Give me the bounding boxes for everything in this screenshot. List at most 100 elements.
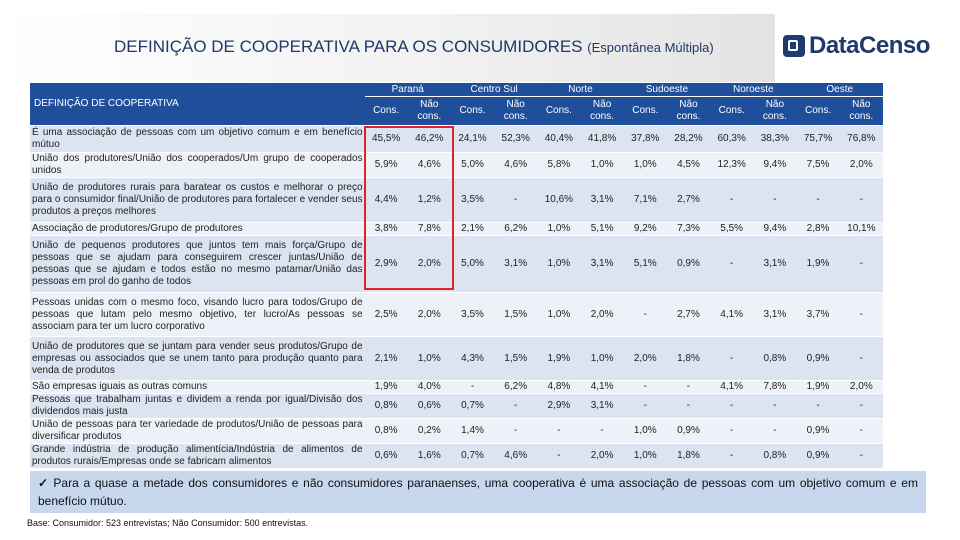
row-value: 75,7% <box>796 125 840 153</box>
row-value: 5,8% <box>537 152 581 178</box>
row-value: 4,8% <box>537 380 581 394</box>
row-value: - <box>839 292 883 337</box>
table-header-groups: Cons. Não cons. Cons. Não cons. Cons. Nã… <box>30 96 883 126</box>
row-value: 0,6% <box>407 393 451 419</box>
row-value: 76,8% <box>839 125 883 153</box>
cons-header: Cons. <box>537 96 581 126</box>
row-value: 1,0% <box>580 152 624 178</box>
row-label: União de produtores que se juntam para v… <box>30 336 365 381</box>
logo-text: DataCenso <box>809 32 930 59</box>
row-value: 38,3% <box>753 125 797 153</box>
region-header: Norte <box>537 83 624 97</box>
datacenso-logo-icon <box>783 35 805 57</box>
row-value: 4,1% <box>710 292 754 337</box>
row-value: 4,1% <box>580 380 624 394</box>
row-value: 0,9% <box>666 235 711 293</box>
row-value: - <box>666 380 711 394</box>
row-value: 2,0% <box>623 336 667 381</box>
row-value: 2,0% <box>580 292 624 337</box>
row-label: São empresas iguais as outras comuns <box>30 380 365 394</box>
page-subtitle: (Espontânea Múltipla) <box>587 40 714 55</box>
row-value: 2,0% <box>839 152 883 178</box>
table-row: Grande indústria de produção alimentícia… <box>30 443 883 469</box>
row-value: 0,9% <box>796 336 840 381</box>
row-value: 3,1% <box>494 235 538 293</box>
row-value: 4,0% <box>407 380 451 394</box>
row-label: É uma associação de pessoas com um objet… <box>30 125 365 153</box>
row-value: 2,7% <box>666 177 711 223</box>
row-value: 4,6% <box>494 152 538 178</box>
row-value: 1,4% <box>450 418 495 444</box>
row-label: União dos produtores/União dos cooperado… <box>30 152 365 178</box>
definition-table: DEFINIÇÃO DE COOPERATIVA Paraná Centro S… <box>30 83 883 469</box>
row-value: 1,9% <box>796 380 840 394</box>
row-value: 3,7% <box>796 292 840 337</box>
row-value: 1,0% <box>537 235 581 293</box>
row-value: - <box>839 393 883 419</box>
row-value: 1,9% <box>364 380 408 394</box>
row-value: - <box>839 418 883 444</box>
row-value: - <box>839 235 883 293</box>
row-value: 0,6% <box>364 443 408 469</box>
row-value: 5,1% <box>623 235 667 293</box>
cons-header: Cons. <box>623 96 667 126</box>
table-row: Associação de produtores/Grupo de produt… <box>30 222 883 236</box>
row-value: 3,1% <box>580 235 624 293</box>
row-value: 0,2% <box>407 418 451 444</box>
row-value: 4,1% <box>710 380 754 394</box>
row-value: 7,1% <box>623 177 667 223</box>
row-value: 2,1% <box>364 336 408 381</box>
page-title: DEFINIÇÃO DE COOPERATIVA PARA OS CONSUMI… <box>114 37 714 57</box>
row-value: 4,3% <box>450 336 495 381</box>
row-value: 0,8% <box>753 443 797 469</box>
region-header: Oeste <box>796 83 883 97</box>
row-value: 1,5% <box>494 292 538 337</box>
row-value: 1,8% <box>666 336 711 381</box>
nao-cons-header: Não cons. <box>407 96 451 126</box>
row-value: 3,1% <box>580 393 624 419</box>
row-value: 1,0% <box>623 418 667 444</box>
table-row: União de produtores rurais para baratear… <box>30 177 883 223</box>
row-value: 9,4% <box>753 152 797 178</box>
table-row: Pessoas unidas com o mesmo foco, visando… <box>30 292 883 337</box>
row-value: - <box>796 177 840 223</box>
row-value: 5,0% <box>450 152 495 178</box>
table-row: São empresas iguais as outras comuns 1,9%… <box>30 380 883 394</box>
table-row: União de pequenos produtores que juntos … <box>30 235 883 293</box>
nao-cons-header: Não cons. <box>753 96 797 126</box>
checkmark-icon: ✓ <box>38 476 50 490</box>
row-value: 2,0% <box>407 292 451 337</box>
row-value: 60,3% <box>710 125 754 153</box>
row-value: - <box>839 443 883 469</box>
nao-cons-header: Não cons. <box>666 96 711 126</box>
cons-header: Cons. <box>450 96 495 126</box>
table-row: É uma associação de pessoas com um objet… <box>30 125 883 153</box>
row-value: 0,8% <box>364 393 408 419</box>
nao-cons-header: Não cons. <box>494 96 538 126</box>
row-value: 28,2% <box>666 125 711 153</box>
row-value: - <box>537 418 581 444</box>
row-value: - <box>839 336 883 381</box>
row-value: 41,8% <box>580 125 624 153</box>
row-value: 1,9% <box>796 235 840 293</box>
row-value: 46,2% <box>407 125 451 153</box>
row-value: 4,6% <box>494 443 538 469</box>
row-value: 2,5% <box>364 292 408 337</box>
row-value: 0,9% <box>666 418 711 444</box>
row-value: 3,5% <box>450 177 495 223</box>
row-value: 9,2% <box>623 222 667 236</box>
row-value: 1,0% <box>623 152 667 178</box>
row-value: - <box>753 418 797 444</box>
conclusion-note: ✓ Para a quase a metade dos consumidores … <box>30 471 926 513</box>
row-value: 1,2% <box>407 177 451 223</box>
region-header: Noroeste <box>710 83 797 97</box>
row-value: 5,5% <box>710 222 754 236</box>
row-value: - <box>710 177 754 223</box>
row-value: 0,8% <box>753 336 797 381</box>
row-value: 4,4% <box>364 177 408 223</box>
datacenso-logo: DataCenso <box>783 32 930 60</box>
row-value: - <box>580 418 624 444</box>
row-label: União de produtores rurais para baratear… <box>30 177 365 223</box>
row-value: 2,9% <box>364 235 408 293</box>
row-label: Grande indústria de produção alimentícia… <box>30 443 365 469</box>
